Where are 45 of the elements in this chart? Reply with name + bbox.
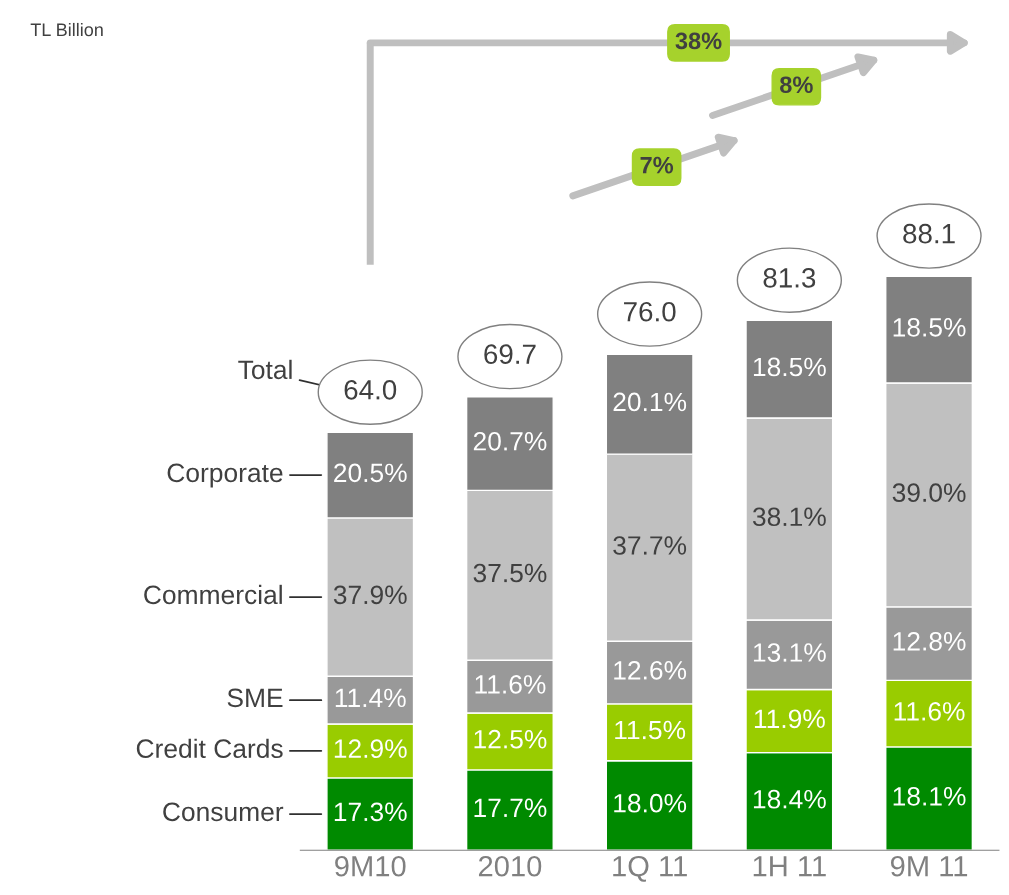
annotation: 11.6% [475, 675, 546, 694]
annotation: 13.1% [753, 643, 826, 662]
annotation: 64.0 [344, 379, 397, 400]
text: 38% [675, 32, 722, 50]
annotation: 39.0% [892, 483, 966, 503]
annotation: 18.4% [753, 789, 826, 809]
annotation: 18.5% [753, 357, 826, 377]
series-label: Credit Cards [136, 738, 283, 759]
annotation: 11.5% [615, 720, 686, 740]
annotation: 20.1% [613, 392, 687, 412]
annotation: 12.9% [334, 739, 407, 759]
annotation: 37.7% [613, 536, 687, 555]
series-label: Consumer [163, 802, 284, 822]
x-tick-label: 9M10 [335, 855, 406, 877]
annotation: 18.1% [893, 786, 966, 806]
text: Total [238, 359, 292, 380]
annotation: 17.3% [334, 802, 407, 822]
annotation: 76.0 [624, 301, 676, 322]
annotation: 20.7% [473, 431, 547, 451]
annotation: 12.5% [474, 729, 547, 749]
x-tick-label: 1Q 11 [613, 855, 687, 882]
annotation: 17.7% [474, 798, 547, 818]
annotation: 38.1% [752, 507, 826, 527]
annotation: 12.6% [614, 660, 687, 680]
annotation: 11.4% [335, 688, 406, 708]
text: 7% [640, 156, 674, 174]
annotation: 37.9% [333, 585, 407, 605]
series-label: SME [227, 688, 283, 708]
series-label: Commercial [144, 584, 282, 605]
text: 8% [780, 76, 813, 94]
annotation: 18.5% [893, 318, 966, 337]
annotation: 11.9% [754, 709, 825, 729]
x-tick-label: 1H 11 [753, 856, 826, 877]
annotation: 37.5% [473, 563, 547, 583]
annotation: 20.5% [334, 463, 407, 483]
annotation: 81.3 [763, 268, 816, 288]
text: 88.1 [903, 223, 955, 244]
x-tick-label: 9M 11 [890, 855, 968, 877]
annotation: 11.6% [894, 702, 965, 721]
text: TL Billion [30, 22, 103, 37]
series-label: Corporate [167, 463, 283, 488]
annotation: 69.7 [484, 344, 536, 365]
x-tick-label: 2010 [478, 855, 542, 877]
annotation: 18.0% [614, 793, 687, 813]
annotation: 12.8% [893, 631, 966, 651]
